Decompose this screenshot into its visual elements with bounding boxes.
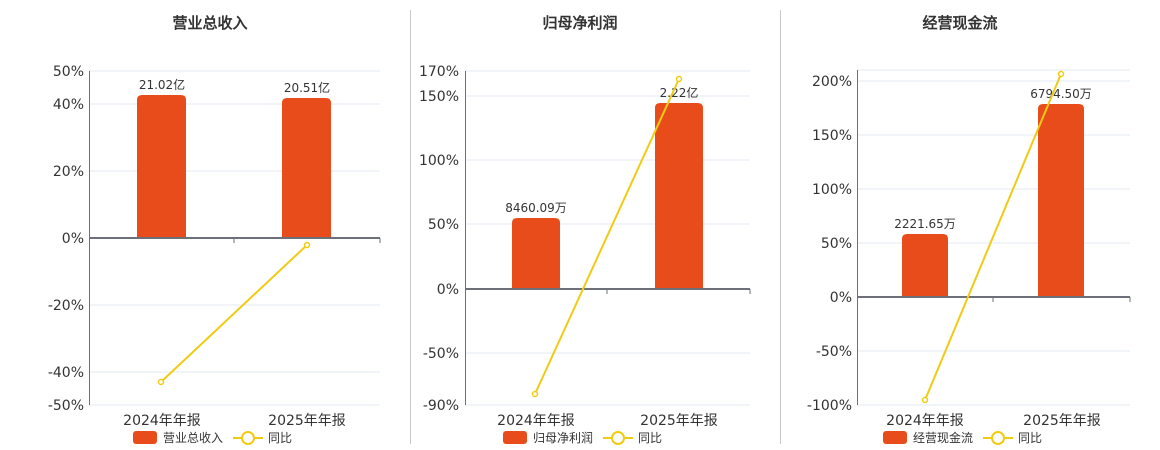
y-tick: 50%	[53, 64, 84, 80]
legend-bar-swatch[interactable]	[883, 431, 907, 444]
legend-bar-label[interactable]: 营业总收入	[163, 431, 224, 445]
y-axis-ticks: 170% 150% 100% 50% 0% -50% -90%	[419, 64, 459, 414]
bar-2025	[282, 98, 331, 238]
bar-label: 2221.65万	[894, 217, 956, 231]
bar-2024	[512, 218, 560, 289]
legend-net-profit: 归母净利润 同比	[503, 429, 662, 446]
y-tick: -50%	[423, 346, 459, 362]
bar-label: 2.22亿	[660, 85, 699, 100]
legend-bar-label[interactable]: 归母净利润	[533, 431, 594, 445]
x-label: 2024年年报	[123, 413, 201, 429]
yoy-line	[924, 73, 1062, 401]
legend-line-label[interactable]: 同比	[1018, 431, 1043, 445]
bar-label: 21.02亿	[139, 77, 185, 92]
x-label: 2025年年报	[1023, 413, 1101, 429]
yoy-line	[160, 244, 308, 383]
y-tick: 0%	[830, 290, 852, 306]
chart-title-cashflow: 经营现金流	[922, 14, 998, 32]
y-tick: -50%	[816, 344, 852, 360]
yoy-point	[921, 396, 929, 404]
y-tick: 50%	[821, 236, 852, 252]
y-tick: 20%	[53, 164, 84, 180]
y-axis-ticks: 200% 150% 100% 50% 0% -50% -100%	[807, 74, 852, 414]
chart-net-profit: 170% 150% 100% 50% 0% -50% -90% 8460.09万…	[419, 64, 751, 429]
legend-line-icon[interactable]	[233, 431, 264, 445]
yoy-point	[303, 241, 311, 249]
yoy-line	[534, 78, 680, 395]
bar-2025	[1038, 104, 1084, 297]
chart-title-revenue: 营业总收入	[172, 14, 248, 32]
yoy-point	[675, 75, 683, 83]
legend-cashflow: 经营现金流 同比	[883, 429, 1042, 446]
y-tick: 170%	[419, 64, 459, 80]
y-tick: 100%	[812, 182, 852, 198]
legend-line-label[interactable]: 同比	[638, 431, 663, 445]
y-tick: 100%	[419, 153, 459, 169]
y-tick: -50%	[48, 398, 84, 414]
bar-2024	[902, 234, 948, 297]
y-tick: 150%	[812, 128, 852, 144]
panel-divider	[410, 10, 411, 444]
y-tick: -100%	[807, 398, 852, 414]
x-label: 2024年年报	[886, 413, 964, 429]
x-label: 2024年年报	[497, 413, 575, 429]
chart-title-net-profit: 归母净利润	[542, 14, 618, 32]
chart-revenue: 50% 40% 20% 0% -20% -40% -50% 21.02亿 20.…	[48, 64, 381, 429]
panel-divider	[780, 10, 781, 444]
legend-bar-swatch[interactable]	[133, 431, 157, 444]
legend-bar-swatch[interactable]	[503, 431, 527, 444]
y-tick: 0%	[437, 282, 459, 298]
legend-line-icon[interactable]	[603, 431, 634, 445]
x-label: 2025年年报	[640, 413, 718, 429]
gridlines	[89, 70, 380, 406]
bar-label: 20.51亿	[284, 80, 330, 95]
y-tick: 50%	[428, 217, 459, 233]
y-tick: 0%	[62, 231, 84, 247]
legend-line-icon[interactable]	[983, 431, 1014, 445]
bar-2025	[655, 103, 703, 289]
y-tick: -40%	[48, 365, 84, 381]
gridlines	[857, 69, 1130, 406]
yoy-point	[157, 378, 165, 386]
gridlines	[465, 70, 750, 406]
y-tick: 150%	[419, 89, 459, 105]
y-tick: 40%	[53, 97, 84, 113]
x-label: 2025年年报	[268, 413, 346, 429]
legend-revenue: 营业总收入 同比	[133, 429, 292, 446]
y-tick: 200%	[812, 74, 852, 90]
bar-2024	[137, 95, 186, 238]
bar-label: 8460.09万	[505, 201, 567, 215]
y-tick: -20%	[48, 298, 84, 314]
bar-label: 6794.50万	[1030, 87, 1092, 101]
yoy-point	[531, 390, 539, 398]
y-tick: -90%	[423, 398, 459, 414]
legend-line-label[interactable]: 同比	[268, 431, 293, 445]
yoy-point	[1057, 70, 1065, 78]
y-axis-ticks: 50% 40% 20% 0% -20% -40% -50%	[48, 64, 84, 414]
legend-bar-label[interactable]: 经营现金流	[913, 431, 974, 445]
chart-cashflow: 200% 150% 100% 50% 0% -50% -100% 2221.65…	[807, 69, 1131, 429]
